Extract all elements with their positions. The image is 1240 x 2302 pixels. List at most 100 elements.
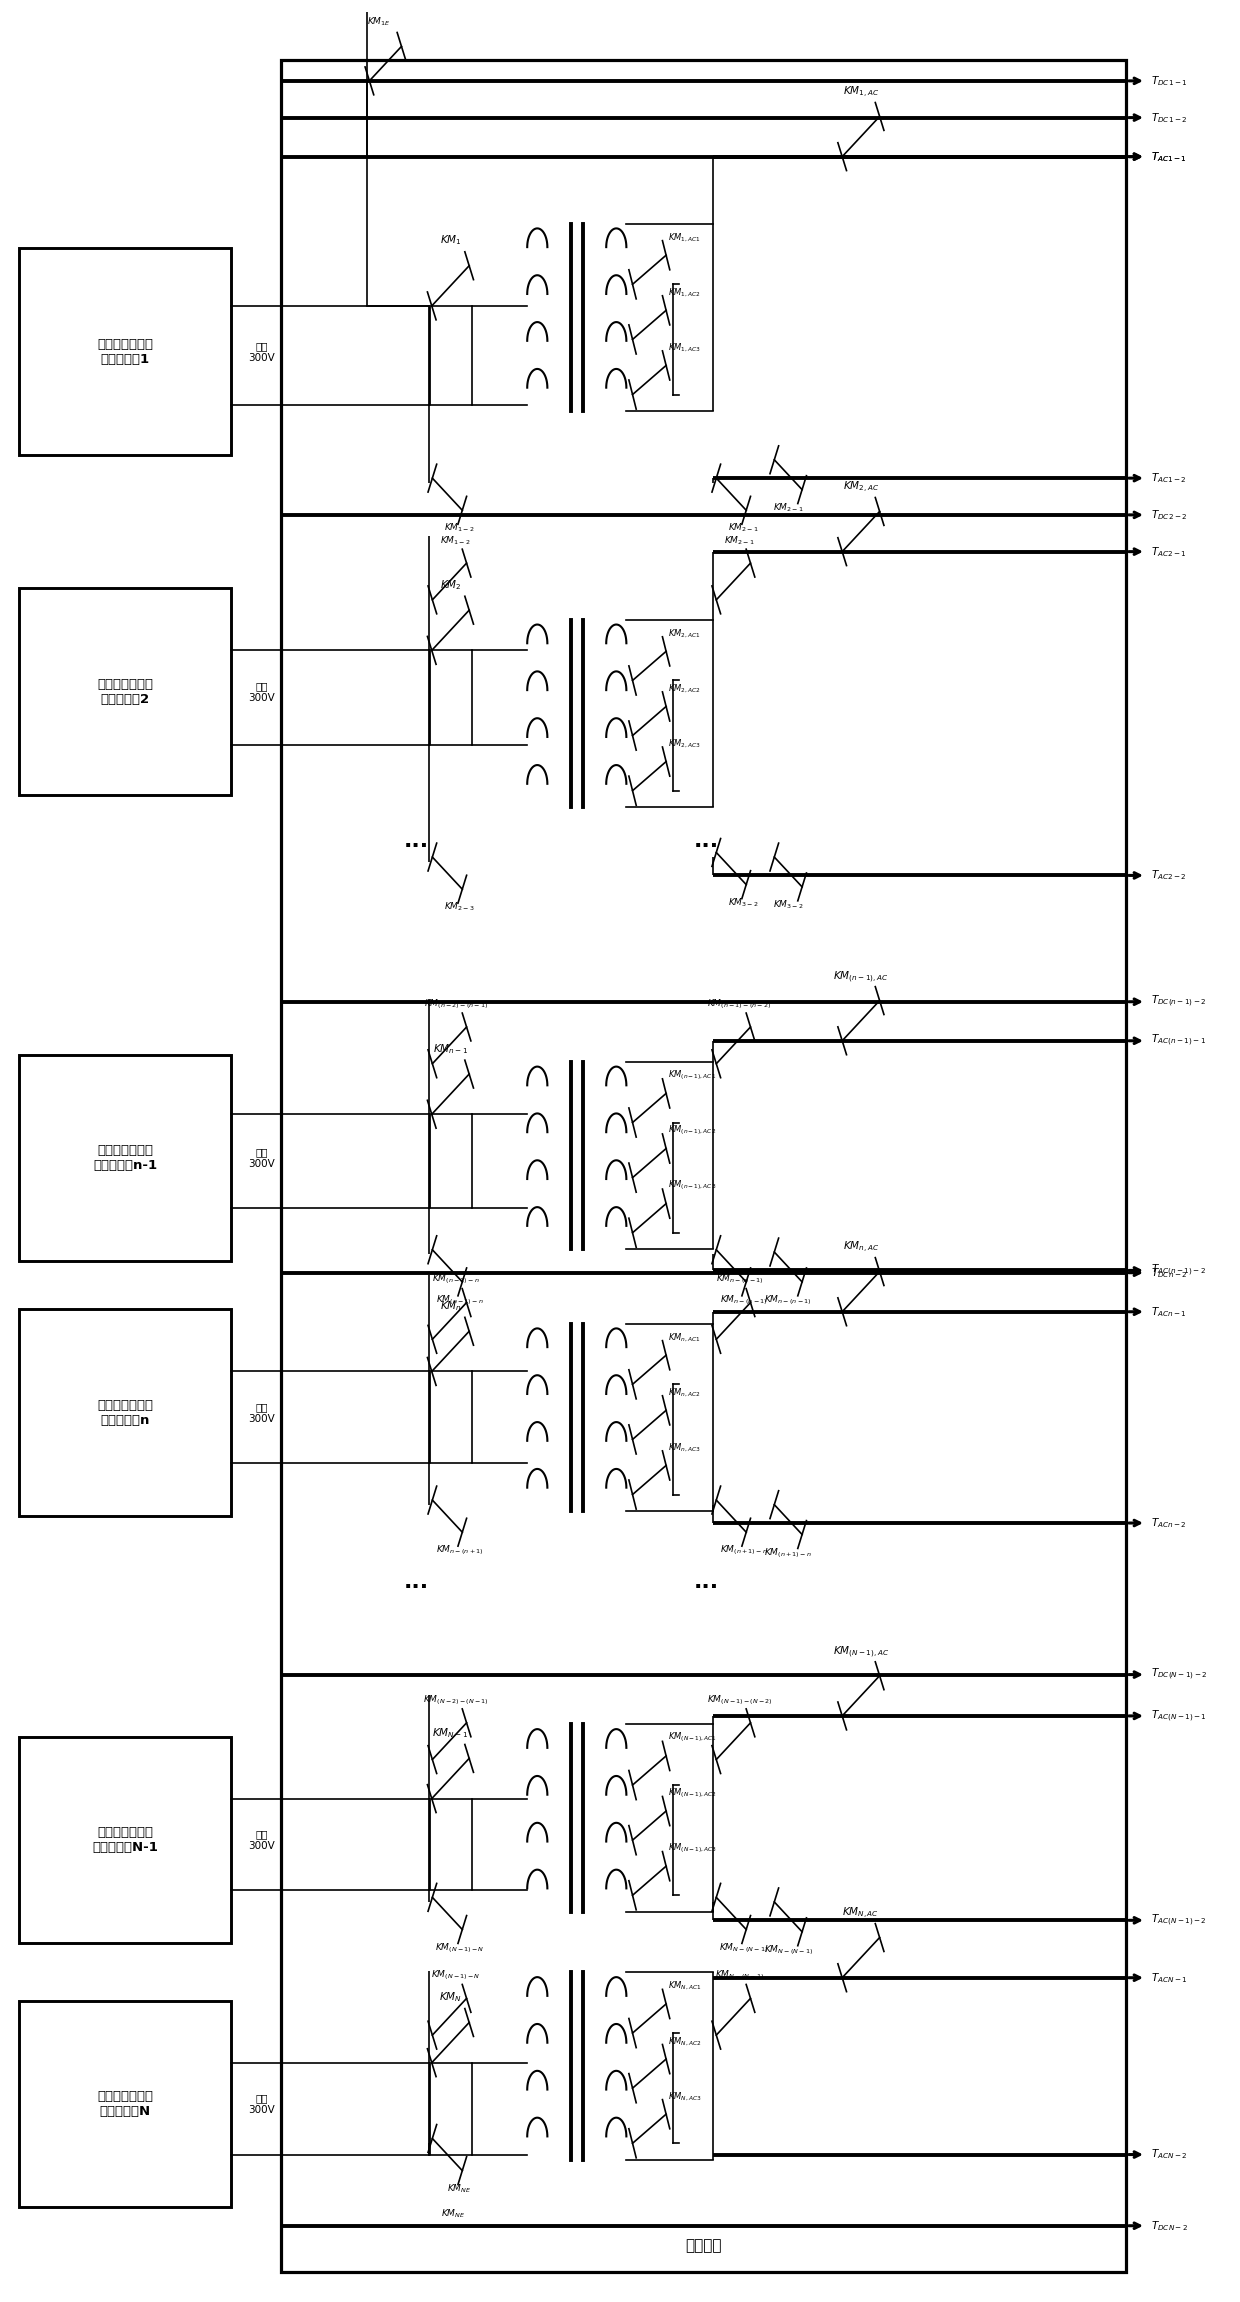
Text: $KM_{n-1}$: $KM_{n-1}$: [433, 1043, 467, 1057]
Text: 切换单元: 切换单元: [684, 2238, 722, 2254]
Text: $KM_{1E}$: $KM_{1E}$: [367, 16, 391, 28]
Text: ···: ···: [694, 836, 719, 856]
Bar: [280, 60, 1126, 2272]
Text: $KM_{(n-1)-n}$: $KM_{(n-1)-n}$: [432, 1273, 480, 1287]
Text: 额定
300V: 额定 300V: [249, 1402, 275, 1423]
Text: $KM_{n,AC}$: $KM_{n,AC}$: [843, 1241, 879, 1255]
Text: $KM_{(n-1),AC}$: $KM_{(n-1),AC}$: [833, 969, 889, 985]
Text: $T_{AC(N-1)-1}$: $T_{AC(N-1)-1}$: [1151, 1708, 1207, 1724]
Text: $T_{ACN-2}$: $T_{ACN-2}$: [1151, 2148, 1188, 2162]
Text: $KM_{N-(N-1)}$: $KM_{N-(N-1)}$: [715, 1968, 764, 1982]
Text: $T_{DC1-2}$: $T_{DC1-2}$: [1151, 110, 1187, 124]
Text: $KM_{(n-1)-(n-2)}$: $KM_{(n-1)-(n-2)}$: [708, 997, 771, 1011]
Text: $KM_{(N-1)-N}$: $KM_{(N-1)-N}$: [432, 1968, 480, 1982]
Text: 单电压范围线性
功率放大器N: 单电压范围线性 功率放大器N: [97, 2090, 153, 2118]
Text: $KM_{2,AC}$: $KM_{2,AC}$: [843, 481, 879, 495]
Text: 单电压范围线性
功率放大器N-1: 单电压范围线性 功率放大器N-1: [92, 1825, 157, 1853]
Text: $KM_{N,AC1}$: $KM_{N,AC1}$: [668, 1980, 701, 1994]
Text: 额定
300V: 额定 300V: [249, 681, 275, 702]
Text: $T_{DC(N-1)-2}$: $T_{DC(N-1)-2}$: [1151, 1667, 1208, 1683]
Text: ···: ···: [404, 1577, 429, 1598]
Bar: [19, 1310, 231, 1517]
Text: $T_{ACN-1}$: $T_{ACN-1}$: [1151, 1971, 1188, 1984]
Text: $KM_{1,AC1}$: $KM_{1,AC1}$: [668, 233, 701, 244]
Text: $KM_{(n-1)-n}$: $KM_{(n-1)-n}$: [435, 1294, 484, 1308]
Text: $KM_{N-1}$: $KM_{N-1}$: [433, 1726, 469, 1740]
Text: $T_{AC1-1}$: $T_{AC1-1}$: [1151, 150, 1187, 163]
Text: $KM_{(n-1),AC2}$: $KM_{(n-1),AC2}$: [668, 1123, 715, 1137]
Text: $KM_{3-2}$: $KM_{3-2}$: [773, 898, 804, 912]
Text: $KM_N$: $KM_N$: [439, 1991, 463, 2005]
Text: $KM_{(N-1),AC1}$: $KM_{(N-1),AC1}$: [668, 1731, 717, 1745]
Text: $KM_{n,AC3}$: $KM_{n,AC3}$: [668, 1441, 701, 1455]
Text: $T_{AC(n-1)-2}$: $T_{AC(n-1)-2}$: [1151, 1264, 1205, 1278]
Bar: [19, 589, 231, 794]
Text: $KM_{N,AC3}$: $KM_{N,AC3}$: [668, 2090, 702, 2102]
Bar: [19, 2000, 231, 2208]
Text: $T_{AC2-2}$: $T_{AC2-2}$: [1151, 868, 1187, 882]
Text: $KM_{2-1}$: $KM_{2-1}$: [728, 523, 759, 534]
Text: $T_{AC1-2}$: $T_{AC1-2}$: [1151, 472, 1187, 486]
Text: $KM_{2,AC2}$: $KM_{2,AC2}$: [668, 684, 701, 695]
Text: $KM_{(N-1),AC3}$: $KM_{(N-1),AC3}$: [668, 1842, 717, 1855]
Text: $KM_{n-(n+1)}$: $KM_{n-(n+1)}$: [436, 1545, 484, 1558]
Text: 额定
300V: 额定 300V: [249, 1830, 275, 1851]
Text: $KM_{1,AC3}$: $KM_{1,AC3}$: [668, 341, 701, 355]
Text: $KM_{1,AC}$: $KM_{1,AC}$: [843, 85, 879, 101]
Text: $KM_{1-2}$: $KM_{1-2}$: [440, 534, 471, 548]
Text: $KM_{(n+1)-n}$: $KM_{(n+1)-n}$: [719, 1545, 768, 1558]
Text: 单电压范围线性
功率放大器n: 单电压范围线性 功率放大器n: [97, 1400, 153, 1427]
Text: ···: ···: [694, 1577, 719, 1598]
Text: $KM_{NE}$: $KM_{NE}$: [441, 2208, 465, 2219]
Text: $T_{DCN-2}$: $T_{DCN-2}$: [1151, 2219, 1188, 2233]
Text: 额定
300V: 额定 300V: [249, 2093, 275, 2116]
Text: $KM_{(n+1)-n}$: $KM_{(n+1)-n}$: [764, 1547, 812, 1561]
Bar: [19, 249, 231, 456]
Text: $T_{DC2-2}$: $T_{DC2-2}$: [1151, 509, 1187, 523]
Text: $T_{DC1-1}$: $T_{DC1-1}$: [1151, 74, 1188, 87]
Text: $KM_{(N-1),AC}$: $KM_{(N-1),AC}$: [833, 1644, 889, 1660]
Text: $KM_{(N-2)-(N-1)}$: $KM_{(N-2)-(N-1)}$: [423, 1692, 489, 1706]
Text: $T_{DC(n-1)-2}$: $T_{DC(n-1)-2}$: [1151, 994, 1207, 1011]
Text: $T_{AC1-1}$: $T_{AC1-1}$: [1151, 150, 1187, 163]
Text: $KM_{(n-2)-(n-1)}$: $KM_{(n-2)-(n-1)}$: [424, 997, 487, 1011]
Text: $KM_{N,AC2}$: $KM_{N,AC2}$: [668, 2035, 701, 2046]
Text: $KM_{n-(n-1)}$: $KM_{n-(n-1)}$: [715, 1273, 764, 1287]
Text: $T_{AC(N-1)-2}$: $T_{AC(N-1)-2}$: [1151, 1913, 1207, 1929]
Bar: [19, 1054, 231, 1261]
Text: $KM_{2-1}$: $KM_{2-1}$: [724, 534, 755, 548]
Text: $KM_{(N-1)-(N-2)}$: $KM_{(N-1)-(N-2)}$: [707, 1692, 773, 1706]
Text: $KM_{NE}$: $KM_{NE}$: [448, 2182, 472, 2194]
Text: $KM_{2-3}$: $KM_{2-3}$: [444, 900, 475, 914]
Text: $KM_{2,AC3}$: $KM_{2,AC3}$: [668, 739, 701, 750]
Text: $T_{DCn-2}$: $T_{DCn-2}$: [1151, 1266, 1187, 1280]
Text: $T_{ACn-2}$: $T_{ACn-2}$: [1151, 1517, 1187, 1531]
Text: $KM_{n,AC2}$: $KM_{n,AC2}$: [668, 1386, 701, 1400]
Text: $T_{AC(n-1)-1}$: $T_{AC(n-1)-1}$: [1151, 1034, 1205, 1047]
Text: $KM_{(n-1),AC3}$: $KM_{(n-1),AC3}$: [668, 1179, 717, 1192]
Text: $KM_n$: $KM_n$: [439, 1298, 461, 1312]
Text: $KM_{n-(n-1)}$: $KM_{n-(n-1)}$: [764, 1294, 812, 1308]
Text: ···: ···: [404, 836, 429, 856]
Text: $KM_{3-2}$: $KM_{3-2}$: [728, 895, 759, 909]
Text: $KM_{N,AC}$: $KM_{N,AC}$: [842, 1906, 879, 1922]
Text: $KM_{1,AC2}$: $KM_{1,AC2}$: [668, 285, 701, 299]
Text: $T_{ACn-1}$: $T_{ACn-1}$: [1151, 1305, 1187, 1319]
Text: $KM_1$: $KM_1$: [440, 233, 461, 246]
Bar: [19, 1736, 231, 1943]
Text: $KM_{2,AC1}$: $KM_{2,AC1}$: [668, 628, 701, 640]
Text: 额定
300V: 额定 300V: [249, 341, 275, 364]
Text: $KM_2$: $KM_2$: [440, 578, 461, 592]
Text: $KM_{(N-1)-N}$: $KM_{(N-1)-N}$: [435, 1941, 485, 1954]
Text: $KM_{2-1}$: $KM_{2-1}$: [773, 502, 804, 513]
Text: 额定
300V: 额定 300V: [249, 1146, 275, 1169]
Text: $KM_{n-(n-1)}$: $KM_{n-(n-1)}$: [719, 1294, 768, 1308]
Text: $KM_{1-2}$: $KM_{1-2}$: [444, 523, 475, 534]
Text: $KM_{N-(N-1)}$: $KM_{N-(N-1)}$: [719, 1941, 768, 1954]
Text: $T_{AC2-1}$: $T_{AC2-1}$: [1151, 546, 1187, 559]
Text: $KM_{n,AC1}$: $KM_{n,AC1}$: [668, 1331, 701, 1344]
Text: $KM_{N-(N-1)}$: $KM_{N-(N-1)}$: [764, 1943, 812, 1957]
Text: $KM_{(N-1),AC2}$: $KM_{(N-1),AC2}$: [668, 1786, 717, 1800]
Text: $KM_{(n-1),AC1}$: $KM_{(n-1),AC1}$: [668, 1068, 715, 1082]
Text: 单电压范围线性
功率放大器n-1: 单电压范围线性 功率放大器n-1: [93, 1144, 157, 1172]
